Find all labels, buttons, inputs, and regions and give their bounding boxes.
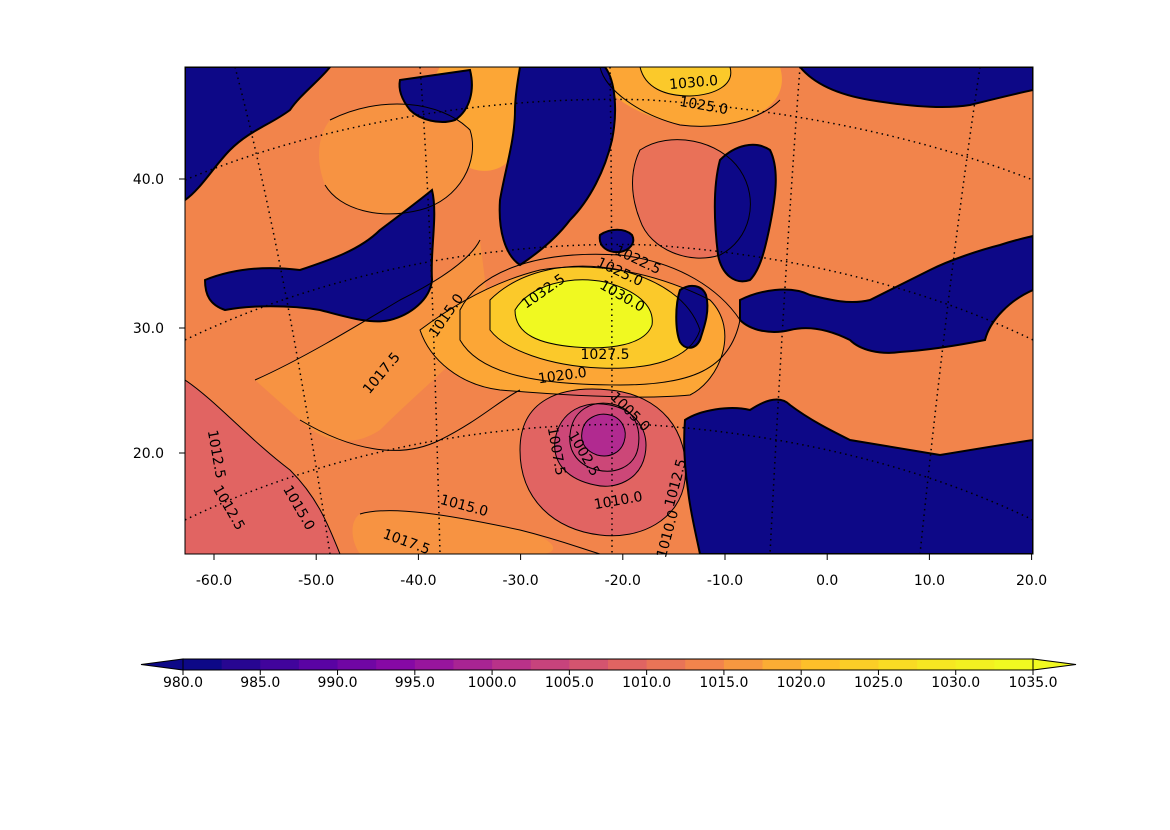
graticule-line xyxy=(185,243,1033,341)
isobar-north-3 xyxy=(639,67,732,97)
colorbar-band xyxy=(492,659,532,670)
colorbar-tick-label: 995.0 xyxy=(395,675,435,691)
colorbar-tick-label: 1010.0 xyxy=(622,675,671,691)
x-tick-label: -30.0 xyxy=(502,573,538,589)
map-plot-area: 1030.0 1025.0 1032.5 1030.0 1025.0 1022.… xyxy=(133,66,1047,589)
y-tick-label: 20.0 xyxy=(133,446,164,462)
colorbar-extend-max xyxy=(1032,658,1077,671)
y-tick-label: 30.0 xyxy=(133,321,164,337)
colorbar-tick-label: 1005.0 xyxy=(545,675,594,691)
graticule-line xyxy=(234,67,331,554)
colorbar-band xyxy=(298,659,339,670)
colorbar-band xyxy=(221,659,261,670)
isobar-low-1 xyxy=(581,413,626,457)
isobar-lines xyxy=(185,67,781,554)
colorbar-band xyxy=(608,659,648,670)
isobar-northwest xyxy=(324,103,474,215)
land-western-europe xyxy=(739,234,1033,354)
isobar-high-3 xyxy=(459,253,741,386)
land-iceland xyxy=(598,228,635,254)
contour-label: 1030.0 xyxy=(669,73,719,93)
graticule-line xyxy=(769,67,801,554)
land-north-america xyxy=(185,67,332,202)
x-axis: -60.0 -50.0 -40.0 -30.0 -20.0 -10.0 0.0 10.0 20.… xyxy=(196,554,1047,589)
colorbar-band xyxy=(685,659,725,670)
x-tick-label: -50.0 xyxy=(298,573,334,589)
colorbar-tick-label: 990.0 xyxy=(317,675,357,691)
low-pressure-core xyxy=(581,414,626,456)
pressure-band-1030-north xyxy=(600,67,782,126)
colorbar-band xyxy=(337,659,377,670)
contour-label: 1027.5 xyxy=(581,347,630,363)
land-hudson-region xyxy=(203,188,436,323)
x-tick-label: -20.0 xyxy=(605,573,641,589)
colorbar-extend-min xyxy=(140,658,184,671)
colorbar-band xyxy=(762,659,802,670)
colorbar-tick-label: 1000.0 xyxy=(468,675,517,691)
colorbar: 980.0 985.0 990.0 995.0 1000.0 1005.0 1010.0 10… xyxy=(140,658,1077,691)
colorbar-band xyxy=(917,659,957,670)
isobar-low-3 xyxy=(554,403,647,487)
colorbar-band xyxy=(955,659,995,670)
colorbar-band xyxy=(839,659,879,670)
colorbar-band xyxy=(646,659,686,670)
high-pressure-centre xyxy=(515,279,653,348)
colorbar-band xyxy=(569,659,609,670)
land-arctic-island xyxy=(398,68,473,123)
x-tick-label: -60.0 xyxy=(196,573,232,589)
pressure-band-1020-northwest xyxy=(318,103,473,214)
pressure-band-1032-north xyxy=(640,67,731,96)
y-tick-label: 40.0 xyxy=(133,172,164,188)
colorbar-tick-label: 1015.0 xyxy=(699,675,748,691)
land-iberia-africa xyxy=(683,398,1033,554)
x-tick-label: 0.0 xyxy=(816,573,838,589)
colorbar-band xyxy=(994,659,1034,670)
colorbar-tick-label: 1020.0 xyxy=(777,675,826,691)
colorbar-band xyxy=(878,659,918,670)
colorbar-tick-label: 1035.0 xyxy=(1009,675,1058,691)
isobar-north-2 xyxy=(599,67,781,127)
colorbar-band xyxy=(414,659,454,670)
colorbar-band xyxy=(530,659,570,670)
land-northeast-europe xyxy=(798,67,1033,109)
graticule-line xyxy=(185,423,1033,521)
isobar-north-1 xyxy=(632,139,751,259)
plot-frame xyxy=(184,66,1034,555)
x-tick-label: -10.0 xyxy=(707,573,743,589)
dotted-graticule xyxy=(185,67,1033,554)
isobar-west-1 xyxy=(254,239,481,381)
isobar-high-1 xyxy=(514,279,653,349)
land-masses xyxy=(185,67,1033,554)
pressure-band-1012 xyxy=(185,380,340,554)
colorbar-tick-label: 980.0 xyxy=(163,675,203,691)
isobar-low-2 xyxy=(569,402,640,472)
x-tick-label: 20.0 xyxy=(1016,573,1047,589)
colorbar-band xyxy=(453,659,493,670)
isobar-low-4 xyxy=(519,388,687,537)
graticule-line xyxy=(419,67,441,554)
isobar-south xyxy=(359,510,601,554)
colorbar-tick-label: 1025.0 xyxy=(854,675,903,691)
colorbar-band xyxy=(260,659,300,670)
colorbar-band xyxy=(801,659,841,670)
isobar-west-2 xyxy=(299,389,521,451)
pressure-band-1012-southwest xyxy=(352,510,554,554)
contour-label: 1020.0 xyxy=(537,365,588,388)
colorbar-band xyxy=(723,659,764,670)
y-axis: 20.0 30.0 40.0 xyxy=(133,172,185,462)
pressure-band-1020-west xyxy=(255,240,490,441)
isobar-high-4 xyxy=(419,266,726,398)
colorbar-band xyxy=(376,659,416,670)
colorbar-tick-label: 1030.0 xyxy=(931,675,980,691)
x-tick-label: 10.0 xyxy=(914,573,945,589)
colorbar-band xyxy=(183,659,223,670)
x-tick-label: -40.0 xyxy=(400,573,436,589)
colorbar-frame xyxy=(182,658,1034,671)
land-scandinavia xyxy=(713,143,777,283)
colorbar-tick-label: 985.0 xyxy=(240,675,280,691)
isobar-southwest xyxy=(185,379,341,554)
graticule-line xyxy=(609,67,613,554)
